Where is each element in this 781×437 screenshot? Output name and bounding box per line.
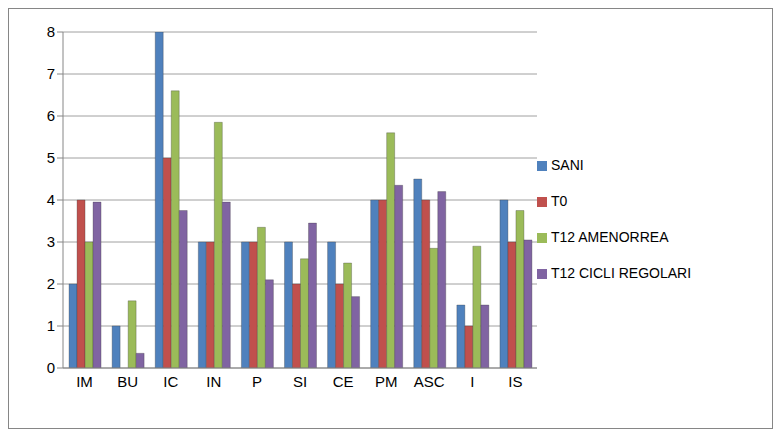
svg-text:ASC: ASC [414, 373, 445, 390]
svg-text:BU: BU [117, 373, 138, 390]
svg-text:I: I [470, 373, 474, 390]
svg-text:4: 4 [47, 191, 55, 208]
svg-text:3: 3 [47, 233, 55, 250]
svg-text:8: 8 [47, 23, 55, 40]
html-text:T12 CICLI REGOLARI: T12 CICLI REGOLARI [551, 264, 691, 281]
svg-text:P: P [252, 373, 262, 390]
svg-text:0: 0 [47, 359, 55, 376]
html-text:SANI: SANI [551, 156, 584, 173]
svg-text:IC: IC [163, 373, 178, 390]
html-text:T12 AMENORREA: T12 AMENORREA [551, 228, 669, 245]
svg-text:IN: IN [206, 373, 221, 390]
svg-text:CE: CE [333, 373, 354, 390]
html-text:T0: T0 [551, 192, 568, 209]
svg-text:6: 6 [47, 107, 55, 124]
svg-text:PM: PM [375, 373, 398, 390]
svg-text:7: 7 [47, 65, 55, 82]
svg-text:1: 1 [47, 317, 55, 334]
svg-text:SI: SI [293, 373, 307, 390]
svg-text:IS: IS [508, 373, 522, 390]
svg-text:5: 5 [47, 149, 55, 166]
svg-text:2: 2 [47, 275, 55, 292]
svg-text:IM: IM [76, 373, 93, 390]
